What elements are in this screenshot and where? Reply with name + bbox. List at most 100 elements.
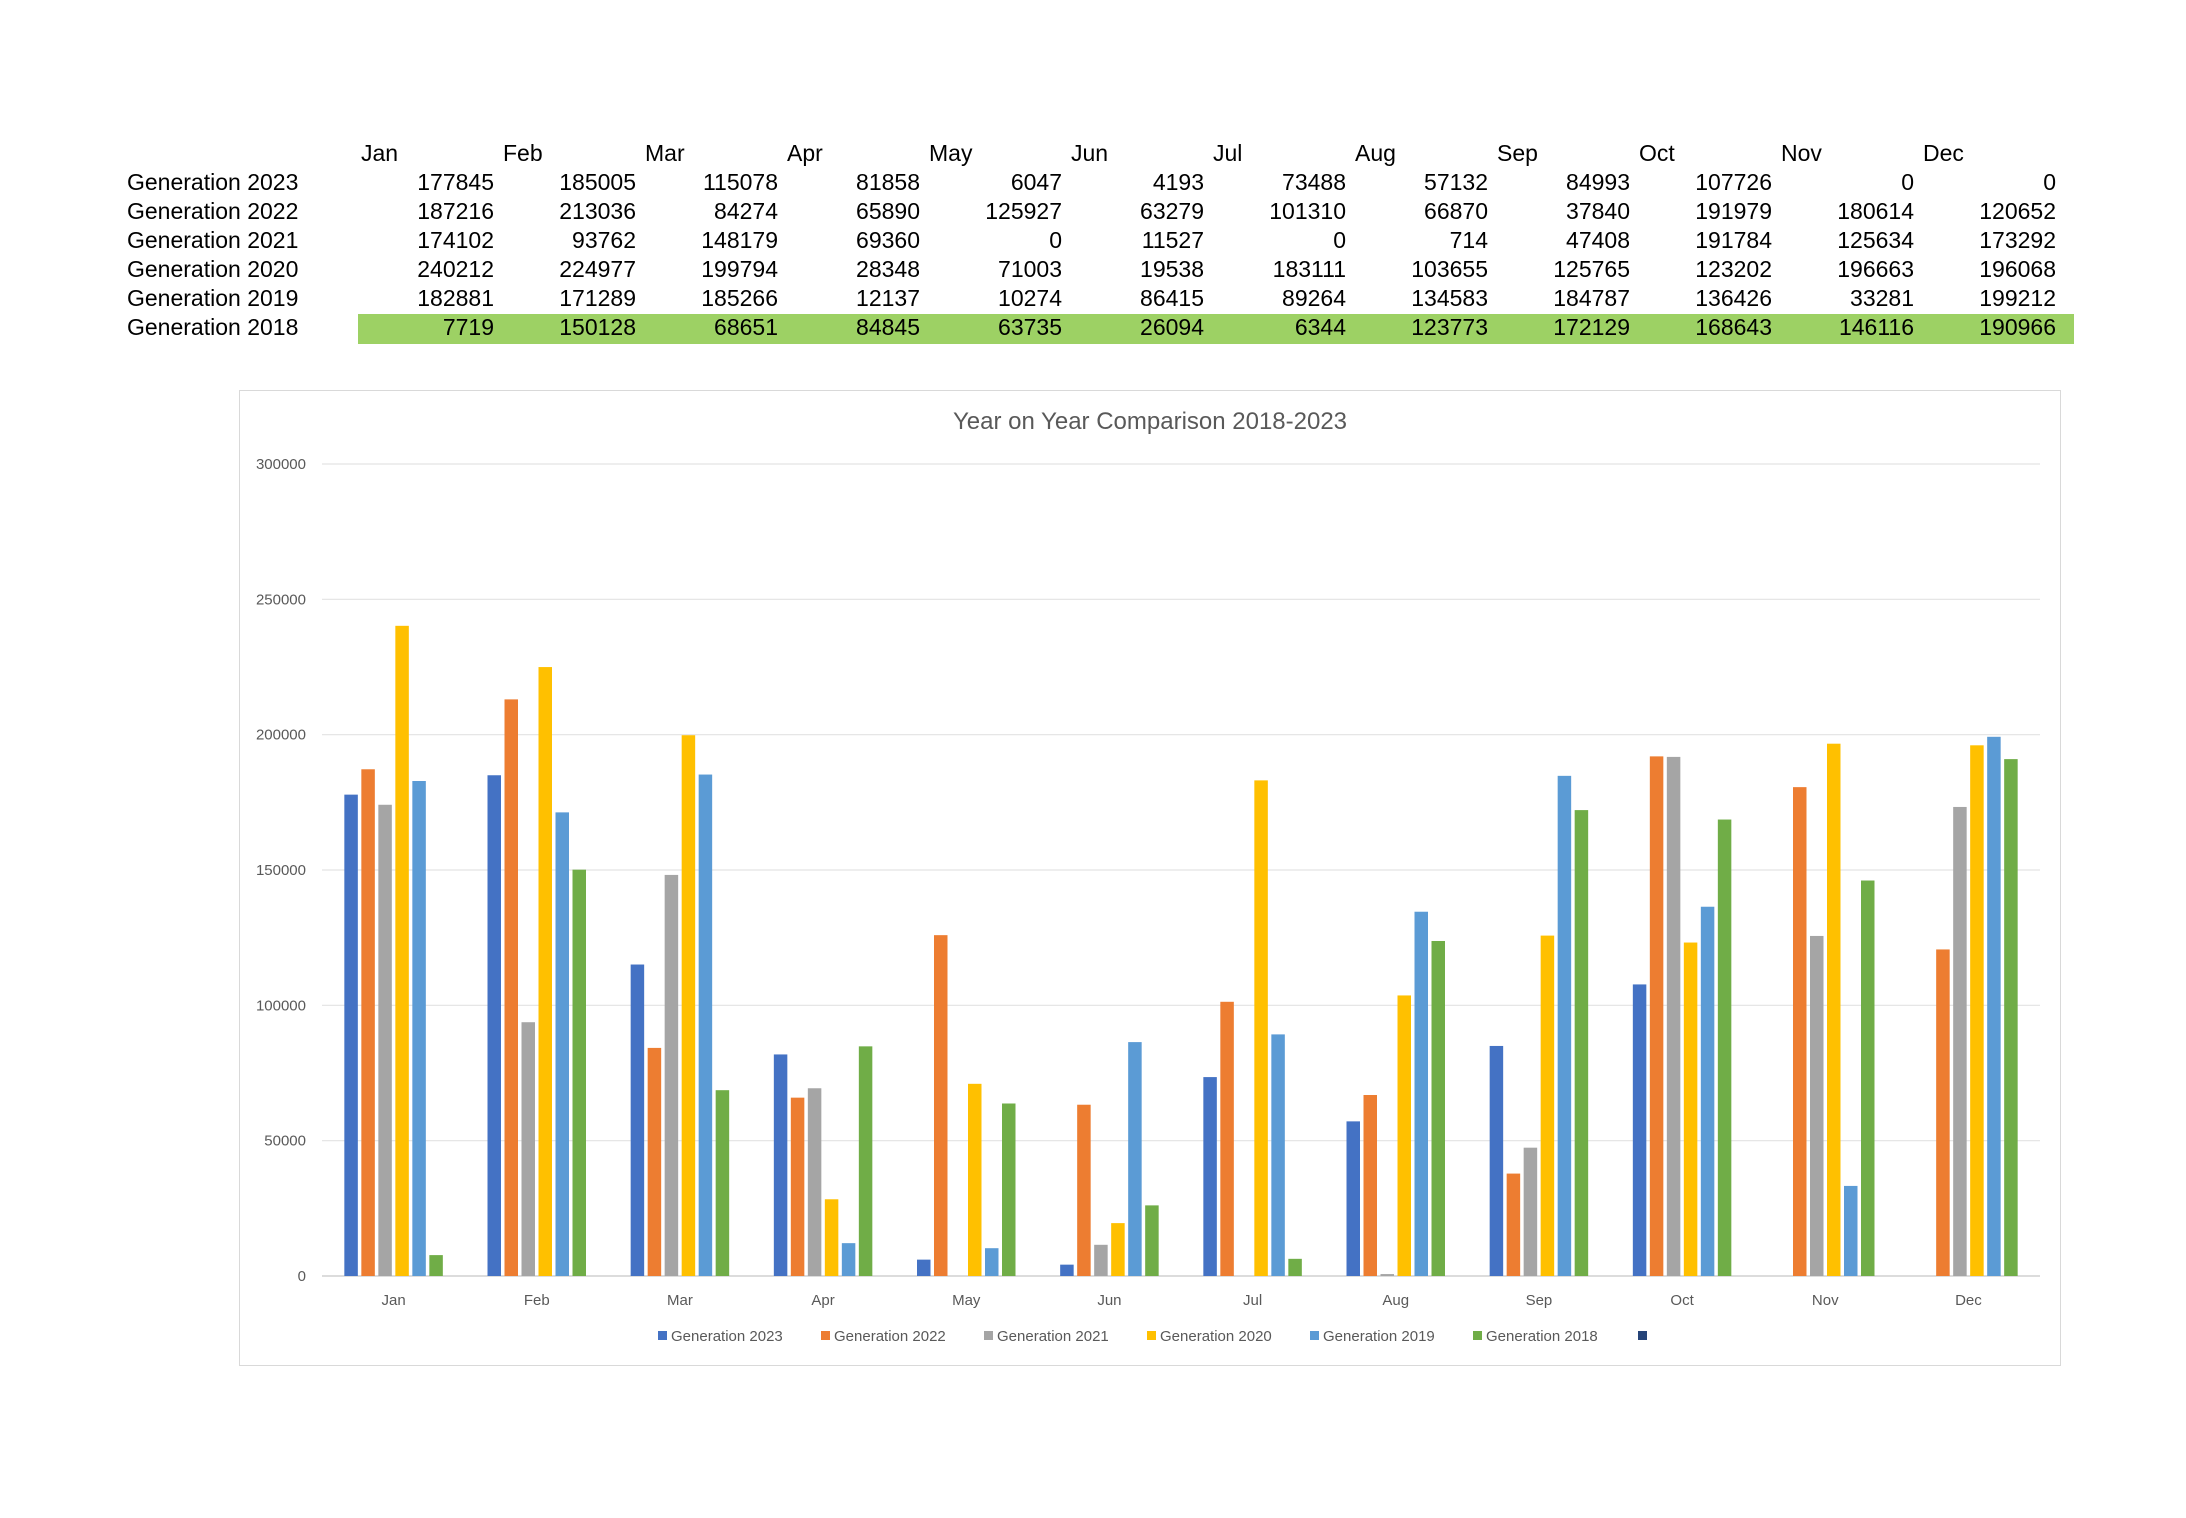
bar <box>1844 1185 1858 1276</box>
bar <box>1987 736 2001 1276</box>
bar <box>1271 1034 1285 1276</box>
table-cell: 86415 <box>1140 285 1204 311</box>
bar <box>1380 1274 1394 1276</box>
x-tick-label: Mar <box>667 1292 693 1309</box>
table-cell: 177845 <box>417 169 494 195</box>
y-tick-label: 50000 <box>264 1133 306 1150</box>
table-month-header: Aug <box>1355 140 1396 166</box>
y-tick-label: 0 <box>298 1268 306 1285</box>
bar <box>538 667 552 1276</box>
x-tick-label: Nov <box>1812 1292 1839 1309</box>
table-cell: 134583 <box>1411 285 1488 311</box>
bar <box>1970 745 1984 1276</box>
data-table: Jan Feb Mar Apr May Jun Jul Aug Sep Oct Nov Dec Gene… <box>0 0 2186 360</box>
bar <box>968 1083 982 1276</box>
bar <box>681 735 696 1276</box>
legend: Generation 2023 Generation 2022 Generation… <box>658 1328 1647 1345</box>
table-cell: 33281 <box>1850 285 1914 311</box>
table-cell: 182881 <box>417 285 494 311</box>
table-cell: 7719 <box>442 314 494 340</box>
legend-label: Generation 2019 <box>1323 1328 1435 1345</box>
bar-chart: Year on Year Comparison 2018-2023 0 50000… <box>256 408 2040 1345</box>
table-cell: 71003 <box>998 256 1062 282</box>
bar <box>1683 942 1698 1276</box>
bar <box>344 794 358 1276</box>
table-cell: 11527 <box>1141 227 1204 253</box>
bar <box>395 625 409 1276</box>
bar <box>378 804 392 1276</box>
legend-label: Generation 2020 <box>1160 1328 1272 1345</box>
bar <box>1346 1121 1360 1276</box>
y-tick-label: 300000 <box>256 456 306 473</box>
table-cell: 63279 <box>1140 198 1204 224</box>
legend-swatch <box>1310 1331 1319 1340</box>
bar <box>1649 756 1664 1276</box>
table-cell: 115078 <box>702 169 778 195</box>
table-cell: 125765 <box>1553 256 1630 282</box>
table-cell: 66870 <box>1424 198 1488 224</box>
table-cell: 199212 <box>1979 285 2056 311</box>
bar <box>1203 1077 1217 1276</box>
x-tick-label: Aug <box>1382 1292 1409 1309</box>
bars <box>344 625 2018 1276</box>
table-cell: 89264 <box>1282 285 1346 311</box>
bar <box>1145 1205 1159 1276</box>
bar <box>1128 1042 1142 1276</box>
table-month-header: Dec <box>1923 140 1964 166</box>
table-cell: 19538 <box>1140 256 1204 282</box>
bar <box>1793 787 1807 1276</box>
x-tick-label: Feb <box>524 1292 550 1309</box>
table-cell: 37840 <box>1566 198 1630 224</box>
table-month-header: Jun <box>1071 140 1109 166</box>
table-cell: 180614 <box>1837 198 1914 224</box>
table-cell: 123202 <box>1695 256 1772 282</box>
legend-swatch <box>658 1331 667 1340</box>
table-cell: 196068 <box>1979 256 2056 282</box>
table-cell: 12137 <box>856 285 920 311</box>
bar <box>2004 759 2018 1276</box>
x-tick-label: Dec <box>1955 1292 1982 1309</box>
table-cell: 68651 <box>714 314 778 340</box>
table-row-label: Generation 2019 <box>127 285 299 311</box>
x-tick-label: Oct <box>1670 1292 1694 1309</box>
table-month-header: Mar <box>645 140 685 166</box>
bar <box>698 774 713 1276</box>
bar <box>1540 935 1555 1276</box>
bar <box>630 964 645 1276</box>
table-cell: 26094 <box>1140 314 1204 340</box>
bar <box>1414 911 1428 1276</box>
table-cell: 69360 <box>856 227 920 253</box>
table-cell: 73488 <box>1282 169 1346 195</box>
table-cell: 28348 <box>856 256 920 282</box>
table-cell: 224977 <box>559 256 636 282</box>
table-cell: 125634 <box>1837 227 1914 253</box>
bar <box>1094 1244 1108 1276</box>
bar <box>361 769 375 1276</box>
bar <box>1397 995 1411 1276</box>
table-month-header: Apr <box>787 140 823 166</box>
bar <box>1827 743 1841 1276</box>
table-cell: 47408 <box>1566 227 1630 253</box>
bar <box>1523 1147 1538 1276</box>
table-cell: 185266 <box>701 285 778 311</box>
table-cell: 173292 <box>1979 227 2056 253</box>
table-cell: 148179 <box>701 227 778 253</box>
legend-label: Generation 2023 <box>671 1328 783 1345</box>
bar <box>1220 1001 1234 1276</box>
chart-area: Year on Year Comparison 2018-2023 0 50000… <box>239 390 2061 1366</box>
table-cell: 190966 <box>1979 314 2056 340</box>
bar <box>664 874 679 1276</box>
bar <box>985 1248 999 1276</box>
legend-swatch <box>821 1331 830 1340</box>
bar <box>1574 810 1589 1276</box>
table-cell: 0 <box>1901 169 1914 195</box>
legend-swatch <box>984 1331 993 1340</box>
bar <box>824 1199 839 1276</box>
table-cell: 0 <box>1333 227 1346 253</box>
table-row-label: Generation 2023 <box>127 169 299 195</box>
x-tick-label: Jan <box>381 1292 405 1309</box>
x-tick-label: Apr <box>811 1292 834 1309</box>
table-row-label: Generation 2021 <box>127 227 299 253</box>
table-cell: 0 <box>2043 169 2056 195</box>
bar <box>1002 1103 1016 1276</box>
